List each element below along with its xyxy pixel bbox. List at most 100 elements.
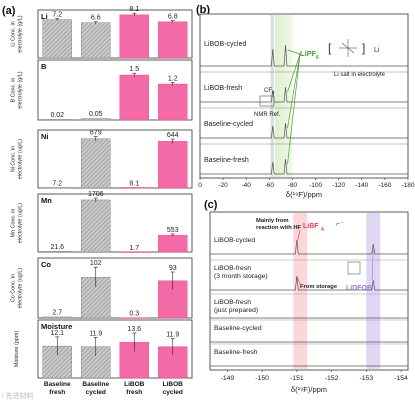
data-label: 13.6 xyxy=(127,326,141,333)
lipf6-arrow xyxy=(287,53,301,165)
bar-ni-1 xyxy=(81,138,111,189)
subplot-ylabel: electrolyte (g/L) xyxy=(18,71,24,108)
data-label: 11.9 xyxy=(89,330,102,337)
nmr-ref-label: NMR Ref. xyxy=(254,112,281,118)
x-axis-label: δ(¹⁹F)/ppm xyxy=(291,385,327,394)
data-label: 93 xyxy=(169,265,177,272)
libf4-subscript: 4 xyxy=(321,227,324,233)
subplot-ylabel: Mn Conc. in xyxy=(11,209,17,238)
lipf6-arrow xyxy=(287,53,301,93)
data-label: 1.7 xyxy=(129,245,139,252)
spectrum-label: Baseline-fresh xyxy=(204,157,249,164)
storage-note: From storage xyxy=(300,284,338,290)
x-tick-label: -80 xyxy=(288,182,298,189)
hf-note: Mainly from xyxy=(256,218,289,224)
x-tick-label: -154 xyxy=(394,375,408,382)
x-tick-label: -153 xyxy=(360,375,374,382)
subplot-element-label: Mn xyxy=(41,196,52,205)
subplot-ylabel: electrolyte (ug/L) xyxy=(18,203,24,243)
bar-ni-0 xyxy=(42,187,72,189)
data-label: 6.8 xyxy=(168,14,178,21)
salt-label: Li salt in electrolyte xyxy=(334,72,386,78)
bar-b-3 xyxy=(158,83,188,121)
data-label: 8.1 xyxy=(129,6,139,13)
annotation-arrow xyxy=(296,229,301,245)
cf3-label: CF xyxy=(264,88,272,94)
x-tick-label: cycled xyxy=(86,389,106,396)
plot-frame xyxy=(199,13,409,179)
x-tick-label: -160 xyxy=(378,182,391,189)
subplot-ylabel: B Conc. in xyxy=(11,78,17,103)
annotation-arrow xyxy=(296,275,301,285)
cf3-subscript: 3 xyxy=(272,90,275,95)
x-tick-label: -40 xyxy=(242,182,252,189)
x-tick-label: LiBOB xyxy=(163,381,184,388)
subplot-element-label: B xyxy=(41,62,47,71)
subplot-frame-li xyxy=(37,9,193,59)
spectrum-label: Baseline-fresh xyxy=(214,349,258,356)
spectrum-line xyxy=(210,239,408,255)
libf4-label: LiBF xyxy=(303,223,319,230)
bar-mn-3 xyxy=(158,234,188,253)
data-label: 6.6 xyxy=(91,15,101,22)
subplot-element-label: Li xyxy=(41,12,48,21)
x-tick-label: -152 xyxy=(325,375,339,382)
x-tick-label: -150 xyxy=(255,375,269,382)
data-label: 7.2 xyxy=(52,180,62,187)
subplot-frame-ni xyxy=(37,129,193,189)
lidfob-label: LiDFOB xyxy=(346,285,372,292)
bar-ni-2 xyxy=(119,187,149,189)
x-tick-label: -20 xyxy=(218,182,228,189)
subplot-ylabel: electrolyte (ug/L) xyxy=(18,268,24,308)
spectrum-line xyxy=(200,44,408,67)
subplot-element-label: Moisture xyxy=(41,322,72,331)
subplot-frame-b xyxy=(37,59,193,121)
lipf6-subscript: 6 xyxy=(316,55,319,61)
data-label: 1706 xyxy=(88,191,104,198)
panel-b-nmr-spectra: LiBOB-cycled LiBOB-fresh Baseline-cycled Ba… xyxy=(198,13,415,199)
data-label: 102 xyxy=(90,260,102,267)
bar-b-0 xyxy=(42,119,72,121)
subplot-ylabel: Co Conc. in xyxy=(11,274,17,302)
subplot-ylabel: Moisture (ppm) xyxy=(14,331,20,367)
data-label: 8.1 xyxy=(129,180,139,187)
bar-mn-2 xyxy=(119,251,149,253)
spectrum-label: Baseline-cycled xyxy=(214,325,262,332)
subplot-ylabel: Ni Conc. in xyxy=(11,146,17,172)
benzene-ring-icon xyxy=(259,95,275,107)
subplot-frame-co xyxy=(37,257,193,319)
panel-label-b: (b) xyxy=(196,4,210,16)
bond-line xyxy=(341,42,349,49)
data-label: 0.05 xyxy=(89,111,103,118)
lipf6-arrow xyxy=(287,49,301,55)
plot-frame xyxy=(209,211,409,371)
lipf6-label: LiPF xyxy=(300,49,317,58)
x-tick-label: LiBOB xyxy=(124,381,145,388)
data-label: 2.7 xyxy=(52,309,62,316)
subplot-ylabel: electrolyte (g/L) xyxy=(18,15,24,52)
x-tick-label: -180 xyxy=(401,182,414,189)
spectrum-label: (just prepared) xyxy=(214,307,258,314)
dfob-structure-icon xyxy=(347,261,361,275)
spectrum-label: LiBOB-cycled xyxy=(214,237,255,244)
spectrum-label: (3 month storage) xyxy=(214,273,268,280)
bar-li-3 xyxy=(158,21,188,59)
bar-mn-0 xyxy=(42,251,72,253)
bond-line xyxy=(347,47,355,54)
bracket-left-icon: [ xyxy=(328,41,332,55)
bar-ni-3 xyxy=(158,141,188,189)
band-libf4 xyxy=(293,213,308,369)
data-label: 644 xyxy=(167,132,179,139)
subplot-element-label: Co xyxy=(41,260,51,269)
bar-li-1 xyxy=(81,22,111,59)
hf-note: reaction with HF xyxy=(256,225,302,231)
lipf6-band xyxy=(275,15,293,177)
subplot-frame-moisture xyxy=(37,319,193,379)
data-label: 7.2 xyxy=(52,12,62,19)
spectrum-line xyxy=(210,275,408,291)
subplot-frame-mn xyxy=(37,193,193,253)
li-ion-label: Li xyxy=(374,47,380,54)
spectrum-line xyxy=(200,158,408,175)
